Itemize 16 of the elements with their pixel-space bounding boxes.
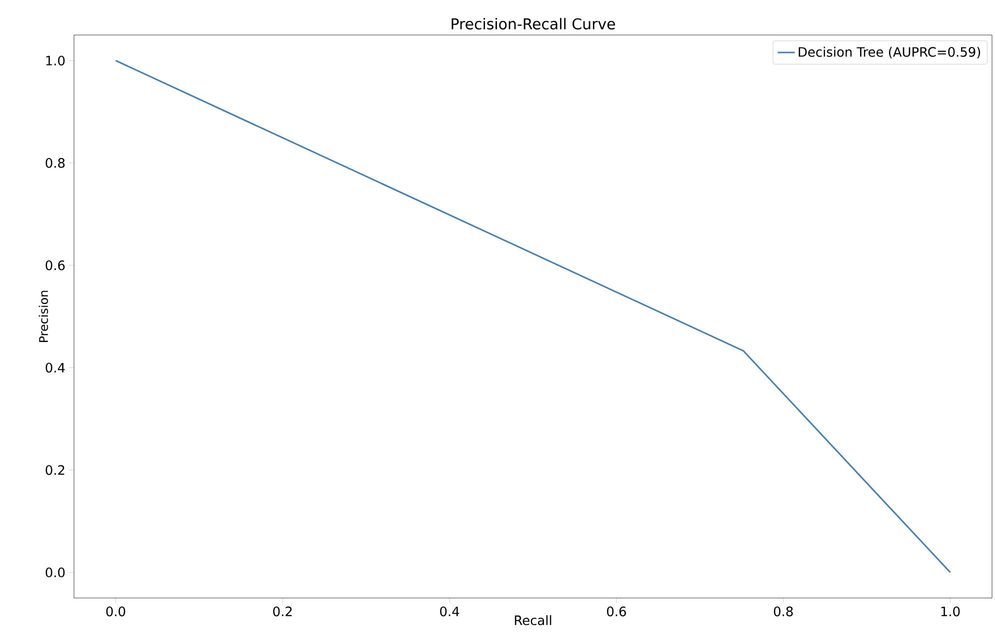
x-tick-label: 0.0 (106, 606, 126, 616)
x-tick-label: 0.6 (607, 606, 626, 616)
legend-label: Decision Tree (AUPRC=0.59) (798, 46, 980, 58)
y-tick-label: 0.8 (46, 158, 65, 168)
x-tick-label: 0.2 (273, 606, 292, 616)
x-tick-label: 1.0 (941, 606, 960, 616)
chart-title: Precision-Recall Curve (452, 18, 615, 30)
y-tick-label: 1.0 (46, 56, 65, 66)
x-tick-label: 0.4 (440, 606, 460, 616)
y-tick-label: 0.0 (46, 568, 65, 578)
y-axis-title: Precision (38, 290, 48, 342)
y-tick-label: 0.2 (46, 465, 64, 475)
x-axis-title: Recall (514, 615, 552, 626)
y-tick-label: 0.6 (46, 260, 65, 270)
y-tick-label: 0.4 (46, 362, 65, 373)
x-tick-label: 0.8 (774, 606, 793, 616)
